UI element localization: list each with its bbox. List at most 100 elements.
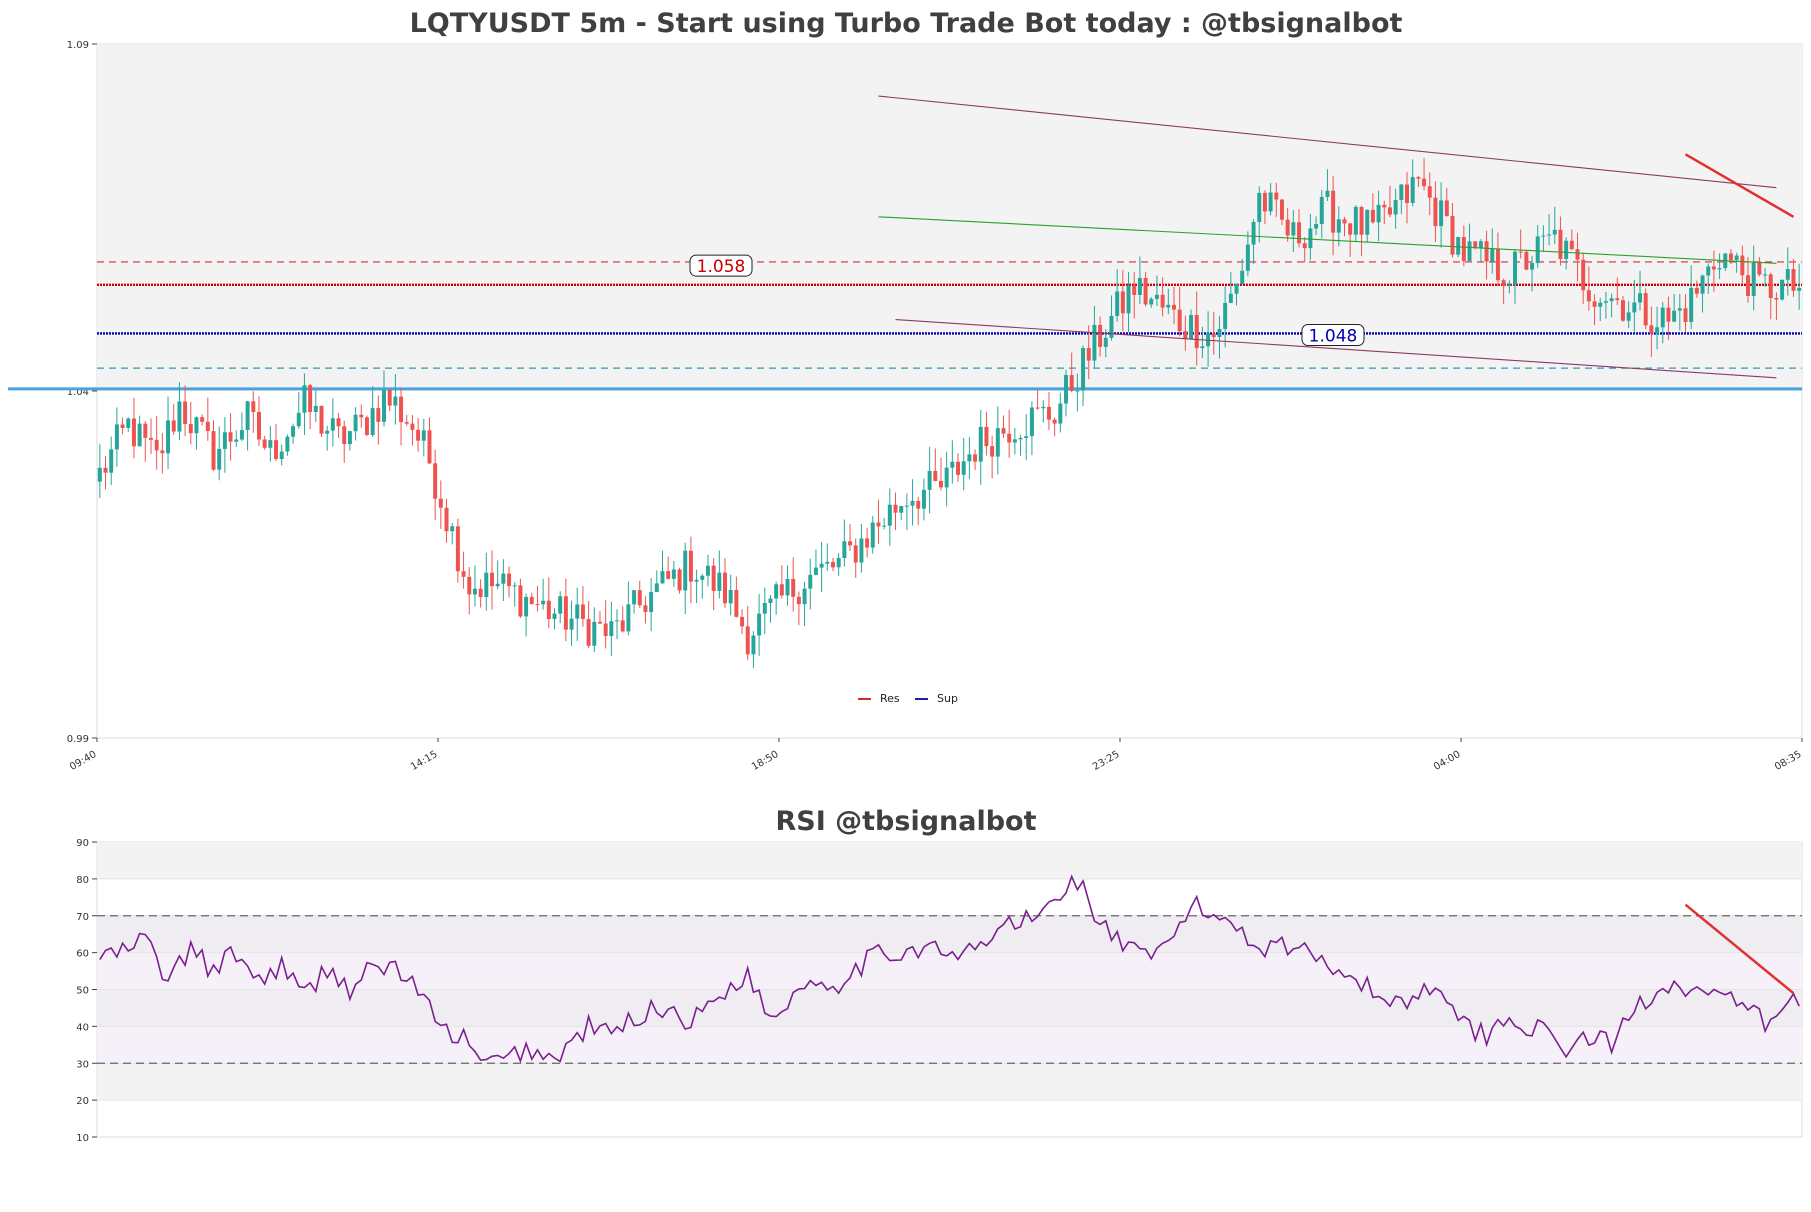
candle-body	[1353, 206, 1358, 235]
candle-body	[569, 618, 574, 630]
candle-body	[217, 448, 222, 470]
candle-body	[1189, 315, 1194, 340]
candle-body	[1632, 302, 1637, 313]
candle-body	[671, 569, 676, 579]
main-trend-line	[895, 318, 1777, 379]
candle-body	[205, 421, 210, 432]
candle-body	[239, 430, 244, 440]
candle-body	[592, 621, 597, 646]
candle-body	[1393, 200, 1398, 215]
candle-body	[626, 604, 631, 632]
candle-body	[427, 430, 432, 464]
main-y-tick-label: 1.04	[67, 387, 89, 398]
candle-body	[1564, 240, 1569, 259]
candle-body	[1115, 291, 1120, 316]
candle-body	[1012, 439, 1017, 443]
candle-body	[768, 598, 773, 603]
candle-body	[1626, 312, 1631, 321]
candle-body	[694, 579, 699, 582]
candle-body	[796, 596, 801, 605]
candle-body	[1103, 337, 1108, 347]
candle-body	[1694, 287, 1699, 294]
candle-body	[103, 467, 108, 473]
candle-body	[376, 408, 381, 422]
candle-body	[1132, 285, 1137, 296]
candle-body	[1257, 192, 1262, 223]
candle-body	[1035, 407, 1040, 409]
candle-body	[154, 439, 159, 451]
candle-body	[200, 417, 205, 422]
rsi-band-shade	[97, 842, 1802, 879]
candle-body	[143, 423, 148, 438]
candle-body	[399, 396, 404, 423]
candle-body	[194, 417, 199, 434]
legend-sup-label: Sup	[937, 692, 958, 705]
candle-body	[700, 575, 705, 580]
candle-body	[717, 572, 722, 591]
candle-body	[831, 561, 835, 568]
candle-body	[649, 591, 654, 613]
candle-body	[1052, 419, 1057, 424]
candle-body	[603, 623, 608, 637]
candle-body	[751, 635, 756, 655]
candle-body	[1211, 333, 1216, 338]
candle-body	[757, 613, 762, 636]
candle-body	[842, 541, 847, 559]
candle-body	[1615, 298, 1620, 301]
candle-body	[802, 588, 807, 605]
candle-body	[1342, 219, 1347, 224]
candle-body	[1751, 261, 1756, 296]
candle-body	[1495, 249, 1500, 281]
candle-body	[1319, 196, 1324, 225]
candle-body	[899, 506, 904, 513]
candle-body	[1541, 235, 1546, 237]
annotation-sup: 1.048	[1301, 323, 1365, 346]
candle-body	[1041, 406, 1046, 409]
candle-body	[256, 411, 261, 440]
candle-body	[990, 446, 995, 457]
candle-body	[1467, 241, 1472, 262]
candle-body	[211, 431, 216, 470]
candle-body	[450, 526, 455, 532]
candle-body	[1262, 192, 1267, 212]
candle-body	[1194, 315, 1199, 349]
candle-body	[1785, 269, 1790, 280]
candle-body	[421, 430, 426, 441]
legend-res-label: Res	[880, 692, 900, 705]
candle-body	[956, 461, 961, 475]
candle-body	[541, 600, 546, 605]
candle-body	[1359, 206, 1364, 235]
candle-body	[961, 461, 966, 475]
candle-body	[734, 589, 739, 617]
candle-body	[615, 620, 620, 622]
candle-body	[228, 432, 233, 442]
candle-body	[785, 579, 790, 596]
candle-body	[1325, 190, 1330, 197]
candle-body	[1018, 437, 1023, 440]
candle-body	[404, 422, 409, 424]
candle-body	[467, 576, 472, 595]
candle-body	[1177, 309, 1182, 332]
candle-body	[1120, 291, 1125, 314]
candle-body	[1308, 228, 1313, 249]
rsi-y-tick-label: 70	[76, 912, 89, 923]
main-y-tick-label: 1.09	[67, 40, 89, 51]
candle-body	[1064, 375, 1068, 404]
candle-body	[149, 437, 153, 440]
candle-body	[120, 424, 125, 428]
candle-body	[774, 584, 779, 599]
legend: Res Sup	[858, 692, 958, 705]
candle-body	[1683, 308, 1688, 323]
candle-body	[825, 561, 830, 564]
candle-body	[779, 584, 784, 596]
candle-body	[660, 571, 665, 584]
candle-body	[643, 605, 648, 613]
candle-body	[813, 567, 818, 575]
candle-body	[160, 450, 165, 454]
candle-body	[262, 439, 267, 448]
candle-body	[313, 405, 318, 413]
candle-body	[302, 385, 307, 413]
candle-body	[433, 463, 438, 499]
candle-body	[1109, 315, 1114, 338]
